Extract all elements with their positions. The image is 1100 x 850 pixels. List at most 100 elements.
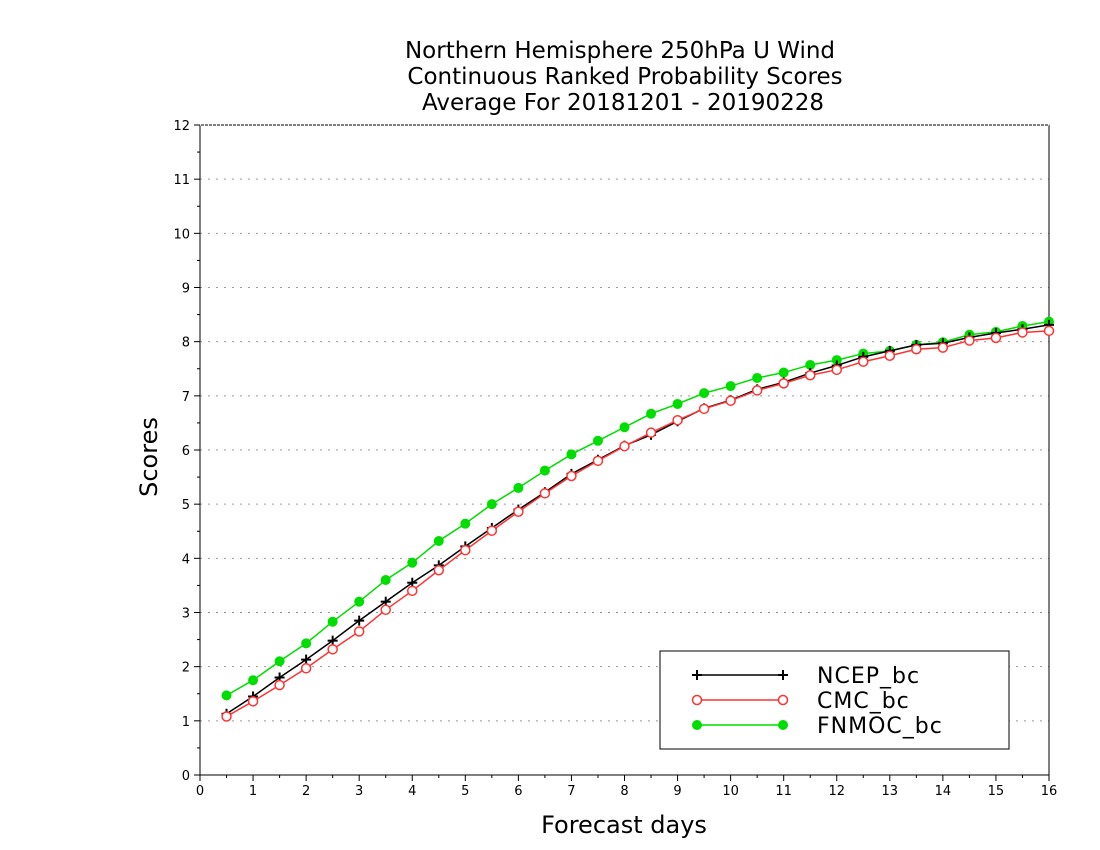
- data-point-cmc-bc: [566, 470, 577, 482]
- data-point-fnmoc-bc: [301, 638, 312, 649]
- y-tick-label-2: 2: [182, 661, 190, 676]
- data-point-cmc-bc: [937, 342, 949, 353]
- data-point-cmc-bc: [672, 414, 683, 426]
- data-point-fnmoc-bc: [566, 449, 577, 460]
- data-point-cmc-bc: [221, 711, 232, 722]
- x-axis-ticks: 0 1 2 3 4 5 6 7 8 9 10 11 12 13 14 15 16: [196, 775, 1057, 799]
- legend-label-ncep-bc: NCEP_bc: [817, 664, 920, 689]
- y-tick-label-4: 4: [182, 552, 190, 567]
- data-point-cmc-bc: [884, 350, 896, 361]
- series-cmc-bc: [221, 325, 1055, 722]
- chart-title: Northern Hemisphere 250hPa U Wind Contin…: [405, 38, 843, 116]
- data-point-fnmoc-bc: [619, 422, 630, 433]
- data-point-cmc-bc: [274, 679, 285, 691]
- data-point-fnmoc-bc: [407, 557, 418, 568]
- legend-entry-cmc-bc: CMC_bc: [691, 689, 910, 714]
- data-point-fnmoc-bc: [221, 690, 232, 701]
- data-point-cmc-bc: [990, 332, 1002, 344]
- x-tick-label-16: 16: [1041, 784, 1058, 799]
- y-tick-label-7: 7: [182, 390, 190, 405]
- data-point-fnmoc-bc: [460, 518, 471, 529]
- y-axis-label: Scores: [135, 417, 163, 497]
- data-point-fnmoc-bc: [672, 398, 683, 409]
- legend-marker-end-cmc-bc: [777, 694, 789, 706]
- data-point-cmc-bc: [1043, 325, 1055, 337]
- data-point-cmc-bc: [460, 544, 471, 556]
- data-point-cmc-bc: [778, 378, 789, 389]
- data-point-fnmoc-bc: [592, 435, 603, 446]
- legend-marker-end-fnmoc-bc: [778, 720, 788, 730]
- data-point-ncep-bc: [354, 615, 365, 626]
- y-tick-label-5: 5: [182, 498, 190, 513]
- data-point-fnmoc-bc: [778, 367, 789, 378]
- data-point-cmc-bc: [327, 644, 338, 655]
- data-point-cmc-bc: [539, 488, 551, 499]
- data-point-ncep-bc: [327, 635, 338, 646]
- legend-marker-start-ncep-bc: [692, 670, 702, 680]
- data-point-cmc-bc: [353, 626, 365, 637]
- data-point-cmc-bc: [247, 696, 259, 707]
- data-point-cmc-bc: [858, 356, 869, 367]
- data-point-fnmoc-bc: [354, 596, 365, 607]
- data-point-cmc-bc: [486, 525, 498, 536]
- data-point-ncep-bc: [301, 654, 312, 665]
- x-tick-label-1: 1: [249, 784, 257, 799]
- y-tick-label-8: 8: [182, 336, 190, 351]
- y-tick-label-3: 3: [182, 607, 190, 622]
- y-tick-label-12: 12: [173, 119, 190, 134]
- x-tick-label-10: 10: [722, 784, 739, 799]
- data-point-fnmoc-bc: [433, 536, 444, 546]
- legend-entry-fnmoc-bc: FNMOC_bc: [692, 714, 943, 739]
- title-line-2: Continuous Ranked Probability Scores: [407, 64, 842, 90]
- data-point-cmc-bc: [433, 565, 445, 576]
- series-line-fnmoc-bc: [226, 320, 1050, 697]
- data-point-cmc-bc: [751, 385, 763, 396]
- data-point-cmc-bc: [964, 335, 975, 346]
- x-tick-label-12: 12: [828, 784, 845, 799]
- x-tick-label-3: 3: [355, 784, 363, 799]
- data-point-cmc-bc: [804, 370, 816, 381]
- data-point-fnmoc-bc: [274, 656, 285, 667]
- x-tick-label-5: 5: [461, 784, 469, 799]
- x-tick-label-15: 15: [988, 784, 1005, 799]
- title-line-3: Average For 20181201 - 20190228: [422, 90, 824, 116]
- data-point-cmc-bc: [911, 344, 922, 355]
- x-tick-label-2: 2: [302, 784, 310, 799]
- legend-label-fnmoc-bc: FNMOC_bc: [817, 714, 943, 739]
- x-tick-label-14: 14: [935, 784, 952, 799]
- legend-marker-start-cmc-bc: [691, 694, 703, 706]
- data-point-fnmoc-bc: [752, 372, 763, 383]
- data-point-fnmoc-bc: [725, 381, 736, 392]
- legend-label-cmc-bc: CMC_bc: [817, 689, 910, 714]
- x-tick-label-8: 8: [620, 784, 628, 799]
- data-series: [221, 316, 1055, 722]
- y-tick-label-1: 1: [182, 715, 190, 730]
- data-point-fnmoc-bc: [380, 575, 391, 585]
- data-point-fnmoc-bc: [699, 388, 710, 399]
- data-point-cmc-bc: [831, 364, 842, 376]
- data-point-fnmoc-bc: [513, 482, 524, 493]
- x-tick-label-6: 6: [514, 784, 522, 799]
- data-point-cmc-bc: [645, 427, 657, 438]
- legend-marker-end-ncep-bc: [778, 670, 788, 680]
- title-line-1: Northern Hemisphere 250hPa U Wind: [405, 38, 835, 64]
- y-tick-label-9: 9: [182, 282, 190, 297]
- data-point-fnmoc-bc: [248, 675, 259, 686]
- legend-entry-ncep-bc: NCEP_bc: [692, 664, 920, 689]
- data-point-cmc-bc: [513, 506, 524, 517]
- x-tick-label-11: 11: [775, 784, 792, 799]
- legend-marker-start-fnmoc-bc: [692, 720, 702, 730]
- x-tick-label-13: 13: [882, 784, 899, 799]
- data-point-cmc-bc: [698, 403, 710, 415]
- x-tick-label-4: 4: [408, 784, 416, 799]
- data-point-cmc-bc: [300, 663, 312, 674]
- x-axis-label: Forecast days: [541, 811, 707, 839]
- data-point-cmc-bc: [407, 585, 418, 597]
- data-point-fnmoc-bc: [486, 499, 497, 510]
- data-point-fnmoc-bc: [646, 408, 657, 419]
- data-point-cmc-bc: [1017, 327, 1028, 338]
- series-fnmoc-bc: [221, 316, 1054, 701]
